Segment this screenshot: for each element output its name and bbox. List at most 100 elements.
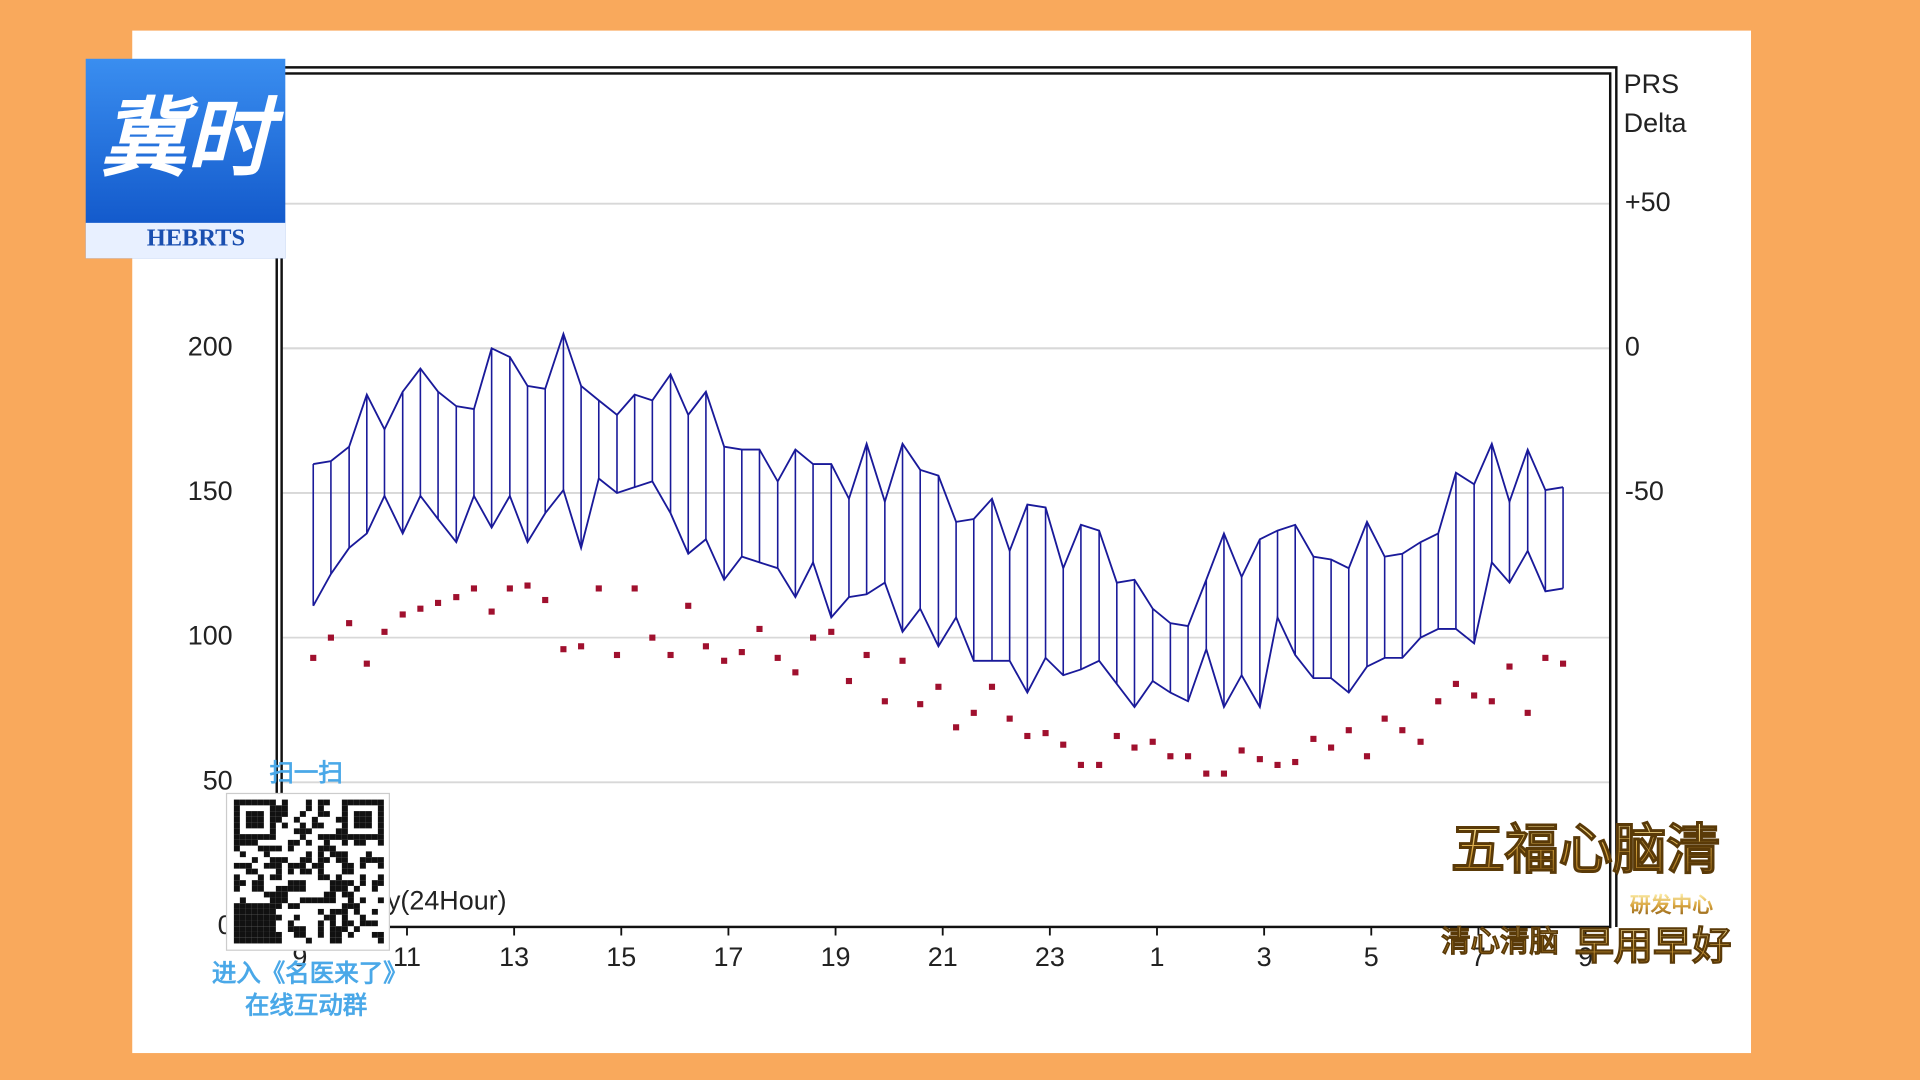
qr-cell <box>263 903 270 909</box>
qr-cell <box>245 931 252 938</box>
qr-cell <box>377 931 384 938</box>
qr-cell <box>239 851 246 858</box>
qr-cell <box>305 805 312 812</box>
qr-cell <box>269 926 276 932</box>
hr-dot <box>1524 709 1531 716</box>
y2-tick-label: -50 <box>1625 476 1664 506</box>
qr-cell <box>239 920 246 927</box>
hr-dot <box>863 651 870 659</box>
x-tick-label: 5 <box>1364 942 1379 972</box>
qr-cell <box>347 799 354 806</box>
qr-cell <box>329 920 336 927</box>
qr-cell <box>353 926 360 932</box>
qr-cell <box>377 822 384 829</box>
qr-cell <box>257 903 264 909</box>
hr-dot <box>649 634 656 641</box>
qr-cell <box>239 880 246 886</box>
hr-dot <box>613 651 621 659</box>
qr-cell <box>275 845 282 852</box>
qr-cell <box>233 885 240 892</box>
qr-cell <box>317 926 324 932</box>
qr-cell <box>257 799 264 806</box>
bp-line <box>313 330 1564 628</box>
y2-label: Delta <box>1624 108 1687 138</box>
qr-cell <box>257 816 264 823</box>
qr-cell <box>329 897 336 904</box>
ad-sub: 研发中心 <box>1630 893 1713 917</box>
qr-cell <box>365 822 372 829</box>
qr-cell <box>281 897 288 904</box>
qr-cell <box>245 903 252 909</box>
hr-dot <box>1203 770 1210 777</box>
qr-cell <box>239 903 246 909</box>
hr-dot <box>1024 732 1031 740</box>
x-tick-label: 19 <box>821 942 851 972</box>
x-tick-label: 15 <box>606 942 636 972</box>
qr-cell <box>233 834 240 840</box>
hr-dot <box>1185 753 1192 760</box>
hr-dot <box>524 582 531 589</box>
qr-cell <box>317 920 324 927</box>
qr-cell <box>239 931 246 938</box>
group-text: 进入《名医来了》 <box>212 959 408 988</box>
x-tick-label: 9 <box>1578 942 1593 972</box>
qr-cell <box>233 816 240 823</box>
qr-cell <box>269 937 276 944</box>
qr-cell <box>299 834 306 840</box>
qr-cell <box>371 857 378 863</box>
qr-cell <box>239 908 246 915</box>
qr-cell <box>317 851 324 858</box>
hr-dot <box>774 654 781 661</box>
qr-cell <box>377 857 384 863</box>
qr-cell <box>263 914 270 921</box>
y-tick-label: 150 <box>188 476 233 506</box>
x-tick-label: 11 <box>393 942 421 972</box>
x-tick-label: 1 <box>1149 942 1164 972</box>
qr-cell <box>263 920 270 927</box>
qr-cell <box>317 845 324 852</box>
qr-cell <box>341 839 348 846</box>
qr-pattern <box>233 799 384 944</box>
qr-cell <box>359 874 366 881</box>
qr-cell <box>293 885 300 892</box>
plot-frame <box>280 72 1612 929</box>
qr-cell <box>317 931 324 938</box>
qr-cell <box>311 862 318 869</box>
qr-cell <box>275 937 282 944</box>
qr-cell <box>377 834 384 840</box>
qr-cell <box>347 834 354 840</box>
qr-cell <box>341 914 348 921</box>
qr-cell <box>329 891 336 898</box>
qr-cell <box>233 880 240 886</box>
qr-cell <box>239 799 246 806</box>
qr-cell <box>275 897 282 904</box>
x-tick-label: 3 <box>1257 942 1272 972</box>
qr-cell <box>269 903 276 909</box>
hr-dot <box>1274 761 1281 768</box>
qr-cell <box>251 839 258 846</box>
qr-cell <box>245 937 252 944</box>
qr-cell <box>239 862 246 869</box>
qr-cell <box>359 834 366 840</box>
ad-slogan: 早用早好 <box>1575 924 1732 969</box>
qr-cell <box>245 862 252 869</box>
hr-dot <box>1113 732 1120 740</box>
qr-cell <box>233 811 240 817</box>
qr-cell <box>251 920 258 927</box>
qr-cell <box>341 857 348 863</box>
qr-cell <box>371 799 378 806</box>
hr-dot <box>828 628 835 635</box>
hr-dot <box>310 654 317 661</box>
hr-dot <box>1131 744 1138 751</box>
qr-cell <box>311 822 318 829</box>
qr-cell <box>299 822 306 829</box>
qr-cell <box>365 799 372 806</box>
x-tick-label: 17 <box>713 942 743 972</box>
qr-cell <box>371 834 378 840</box>
hr-dot <box>1435 698 1442 705</box>
qr-cell <box>239 834 246 840</box>
qr-cell <box>347 868 354 875</box>
qr-cell <box>377 880 384 886</box>
hr-dot <box>1506 663 1513 670</box>
hr-dot <box>363 660 370 667</box>
